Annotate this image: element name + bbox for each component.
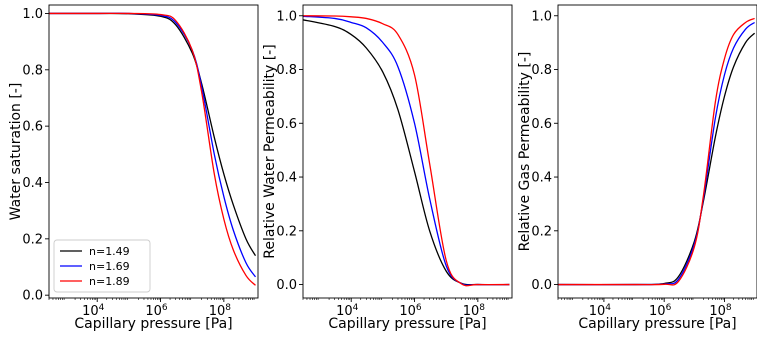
x-tick-exponent: 4 xyxy=(605,303,611,313)
x-tick-exponent: 6 xyxy=(162,303,168,313)
x-tick-label: 104 xyxy=(336,303,359,319)
series-group xyxy=(303,15,510,287)
series-line-3 xyxy=(558,17,755,286)
x-tick-exponent: 8 xyxy=(479,303,485,313)
x-tick-base: 10 xyxy=(463,304,480,319)
x-tick-label: 108 xyxy=(463,303,486,319)
legend-label-3: n=1.89 xyxy=(89,275,130,288)
x-tick-label: 104 xyxy=(82,303,105,319)
series-line-1 xyxy=(303,19,510,286)
x-axis-label: Capillary pressure [Pa] xyxy=(74,316,232,332)
x-axis-label: Capillary pressure [Pa] xyxy=(578,316,736,332)
x-tick-base: 10 xyxy=(145,304,162,319)
x-tick-exponent: 8 xyxy=(225,303,231,313)
x-tick-exponent: 6 xyxy=(416,303,422,313)
x-tick-label: 106 xyxy=(649,303,672,319)
x-tick-base: 10 xyxy=(709,304,726,319)
y-tick-label: 0.4 xyxy=(531,171,552,186)
y-tick-label: 0.8 xyxy=(276,63,297,78)
y-tick-label: 0.0 xyxy=(531,278,552,293)
series-line-2 xyxy=(558,21,755,286)
y-tick-label: 0.8 xyxy=(22,63,43,78)
y-tick-label: 0.2 xyxy=(276,224,297,239)
x-tick-base: 10 xyxy=(209,304,226,319)
y-tick-label: 1.0 xyxy=(22,7,43,22)
x-tick-label: 106 xyxy=(145,303,168,319)
x-tick-label: 106 xyxy=(399,303,422,319)
y-tick-label: 0.0 xyxy=(22,289,43,304)
y-tick-label: 1.0 xyxy=(276,9,297,24)
series-group xyxy=(558,17,756,286)
x-tick-base: 10 xyxy=(649,304,666,319)
series-line-3 xyxy=(303,15,510,287)
x-axis-label: Capillary pressure [Pa] xyxy=(328,316,486,332)
y-tick-label: 0.0 xyxy=(276,278,297,293)
series-line-2 xyxy=(49,12,257,278)
x-tick-base: 10 xyxy=(82,304,99,319)
legend: n=1.49 n=1.69 n=1.89 xyxy=(53,239,151,293)
series-line-3 xyxy=(49,12,256,286)
y-tick-label: 0.4 xyxy=(22,176,43,191)
y-tick-label: 0.2 xyxy=(531,224,552,239)
x-tick-exponent: 4 xyxy=(99,303,105,313)
y-tick-label: 0.2 xyxy=(22,232,43,247)
y-tick-label: 0.4 xyxy=(276,171,297,186)
series-group xyxy=(49,12,257,286)
series-line-2 xyxy=(303,15,510,286)
x-tick-label: 104 xyxy=(589,303,612,319)
y-axis-label: Water saturation [-] xyxy=(8,83,24,221)
plot-frame xyxy=(302,4,513,299)
x-tick-exponent: 6 xyxy=(666,303,672,313)
x-tick-label: 108 xyxy=(709,303,732,319)
y-tick-label: 0.8 xyxy=(531,63,552,78)
x-tick-label: 108 xyxy=(209,303,232,319)
y-tick-label: 0.6 xyxy=(531,117,552,132)
y-tick-label: 0.6 xyxy=(22,120,43,135)
x-tick-base: 10 xyxy=(589,304,606,319)
y-tick-label: 1.0 xyxy=(531,9,552,24)
x-tick-base: 10 xyxy=(336,304,353,319)
legend-box xyxy=(53,239,151,293)
y-axis-label: Relative Water Permeability [-] xyxy=(262,44,278,258)
y-axis-label: Relative Gas Permeability [-] xyxy=(517,52,533,252)
legend-label-1: n=1.49 xyxy=(89,245,130,258)
x-tick-exponent: 8 xyxy=(726,303,732,313)
x-tick-base: 10 xyxy=(399,304,416,319)
x-tick-exponent: 4 xyxy=(353,303,359,313)
legend-label-2: n=1.69 xyxy=(89,260,130,273)
y-tick-label: 0.6 xyxy=(276,117,297,132)
